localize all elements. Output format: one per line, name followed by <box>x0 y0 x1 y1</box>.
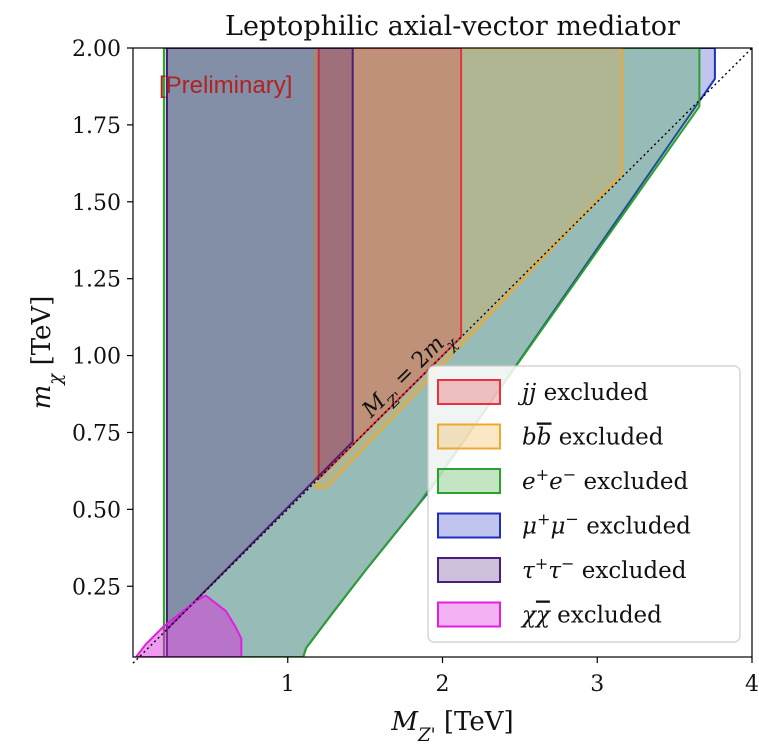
legend-swatch-tautau <box>437 557 501 583</box>
region-ee <box>162 48 701 657</box>
y-tick-label: 1.25 <box>72 268 121 293</box>
legend-label-mumu: μ+μ− excluded <box>522 509 691 540</box>
x-tick-label: 1 <box>281 672 295 697</box>
legend-box <box>427 365 741 643</box>
preliminary-annotation: [Preliminary] <box>159 72 292 99</box>
region-tautau <box>166 48 354 657</box>
legend-swatch-jj <box>437 379 501 405</box>
legend-swatch-ee <box>437 468 501 494</box>
y-tick-label: 2.00 <box>72 37 121 62</box>
y-tick-label: 1.00 <box>72 345 121 370</box>
axis-ticks: 1 2 3 4 0.25 0.50 0.75 1.00 1.25 1.50 1.75 2.00 <box>72 37 759 697</box>
region-bb <box>314 48 623 489</box>
chart-title: Leptophilic axial-vector mediator <box>225 11 680 42</box>
y-tick-label: 0.25 <box>72 575 121 600</box>
region-chichi <box>135 594 243 657</box>
legend-label-bb: bb excluded <box>522 425 664 451</box>
legend-label-ee: e+e− excluded <box>522 465 689 496</box>
legend: jj excluded bb excluded e+e− excluded μ+μ− … <box>427 365 741 643</box>
y-tick-label: 0.50 <box>72 498 121 523</box>
x-tick-label: 2 <box>436 672 450 697</box>
y-axis-label: mχ [TeV] <box>27 296 66 410</box>
legend-label-chichi: χχ excluded <box>520 603 662 629</box>
exclusion-regions <box>135 48 716 657</box>
x-tick-label: 3 <box>590 672 604 697</box>
legend-label-tautau: τ+τ− excluded <box>522 554 687 585</box>
diagonal-line <box>132 47 753 664</box>
x-tick-label: 4 <box>745 672 759 697</box>
y-tick-label: 1.75 <box>72 114 121 139</box>
legend-swatch-mumu <box>437 512 501 539</box>
y-tick-label: 0.75 <box>72 421 121 446</box>
legend-label-jj: jj excluded <box>517 380 649 406</box>
y-tick-label: 1.50 <box>72 191 121 216</box>
x-axis-label: MZ' [TeV] <box>390 707 513 746</box>
legend-swatch-bb <box>437 423 501 450</box>
legend-swatch-chichi <box>437 601 501 628</box>
